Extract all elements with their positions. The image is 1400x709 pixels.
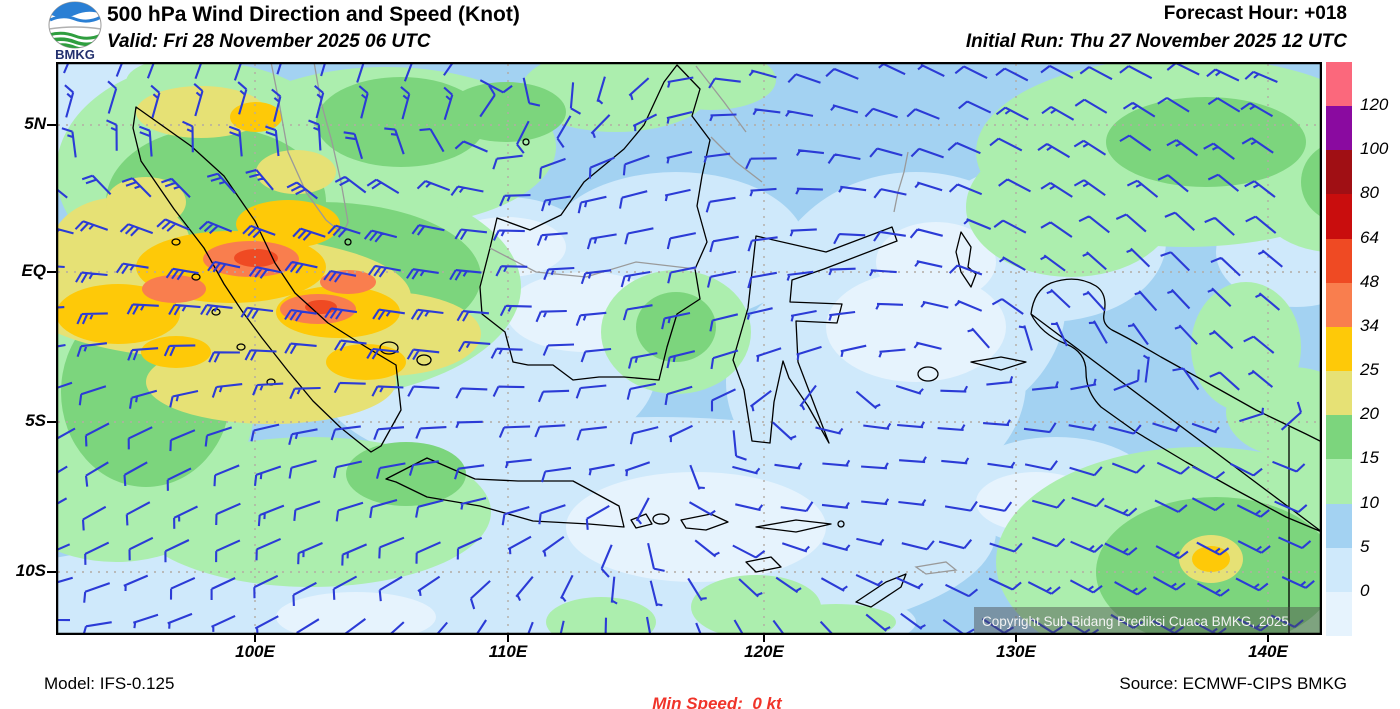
lat-tick-mark (47, 271, 56, 273)
legend-tick-label: 5 (1360, 536, 1370, 556)
map-copyright: Copyright Sub Bidang Prediksi Cuaca BMKG… (982, 614, 1289, 629)
foreign-coastlines (270, 62, 958, 575)
legend-color-band (1326, 459, 1352, 504)
lon-tick-mark (507, 635, 509, 642)
legend-tick-label: 48 (1360, 271, 1379, 291)
legend-tick-label: 0 (1360, 580, 1370, 600)
legend-tick-label: 64 (1360, 227, 1379, 247)
legend-tick-label: 34 (1360, 315, 1379, 335)
legend-color-band (1326, 326, 1352, 372)
legend-color-band (1326, 238, 1352, 283)
legend-color-band (1326, 503, 1352, 548)
lat-tick-label: 5N (24, 114, 46, 133)
lat-tick-mark (47, 571, 56, 573)
legend-color-band (1326, 371, 1352, 416)
lat-tick-label: 5S (25, 411, 46, 430)
speed-summary: Min Speed: 0 kt | Max Speed: 31 kt (480, 674, 935, 709)
map-canvas: Copyright Sub Bidang Prediksi Cuaca BMKG… (56, 62, 1322, 635)
model-label: Model: IFS-0.125 (44, 674, 175, 693)
lat-tick-mark (47, 421, 56, 423)
legend-tick-label: 20 (1360, 404, 1379, 424)
source-label: Source: ECMWF-CIPS BMKG (1119, 674, 1347, 693)
lon-tick-label: 100E (235, 642, 275, 661)
legend-color-band (1326, 150, 1352, 195)
lon-tick-label: 120E (744, 642, 784, 661)
initial-run: Initial Run: Thu 27 November 2025 12 UTC (965, 31, 1347, 52)
lon-tick-label: 130E (996, 642, 1036, 661)
bmkg-logo-label: BMKG (55, 47, 95, 61)
lon-tick-mark (254, 635, 256, 642)
legend-tick-label: 80 (1360, 183, 1379, 203)
lon-tick-mark (763, 635, 765, 642)
map-border (56, 62, 1322, 635)
legend-color-band (1326, 194, 1352, 239)
coastlines (132, 64, 1322, 635)
forecast-hour: Forecast Hour: +018 (1163, 3, 1347, 24)
copyright-band (974, 607, 1322, 634)
bmkg-logo-icon: BMKG (48, 1, 102, 61)
min-speed-label: Min Speed: 0 kt (652, 694, 782, 709)
valid-time: Valid: Fri 28 November 2025 06 UTC (107, 31, 431, 52)
lat-tick-label: 10S (15, 561, 46, 580)
lon-tick-mark (1267, 635, 1269, 642)
legend-tick-label: 15 (1360, 448, 1379, 468)
legend-color-band (1326, 62, 1352, 107)
legend-color-band (1326, 415, 1352, 460)
lon-tick-label: 140E (1248, 642, 1288, 661)
legend-color-band (1326, 591, 1352, 637)
legend-tick-label: 100 (1360, 139, 1389, 159)
legend-color-band (1326, 282, 1352, 327)
legend-colorbar (1326, 62, 1352, 637)
lon-tick-mark (1015, 635, 1017, 642)
page-title: 500 hPa Wind Direction and Speed (Knot) (107, 3, 520, 26)
lat-tick-mark (47, 124, 56, 126)
lon-tick-label: 110E (488, 642, 528, 661)
legend-tick-label: 10 (1360, 492, 1379, 512)
legend-tick-label: 120 (1360, 95, 1389, 115)
legend-color-band (1326, 547, 1352, 592)
legend-tick-label: 25 (1360, 360, 1379, 380)
lat-tick-label: EQ (21, 261, 46, 280)
wind-barbs (56, 62, 1315, 635)
legend-color-band (1326, 106, 1352, 151)
